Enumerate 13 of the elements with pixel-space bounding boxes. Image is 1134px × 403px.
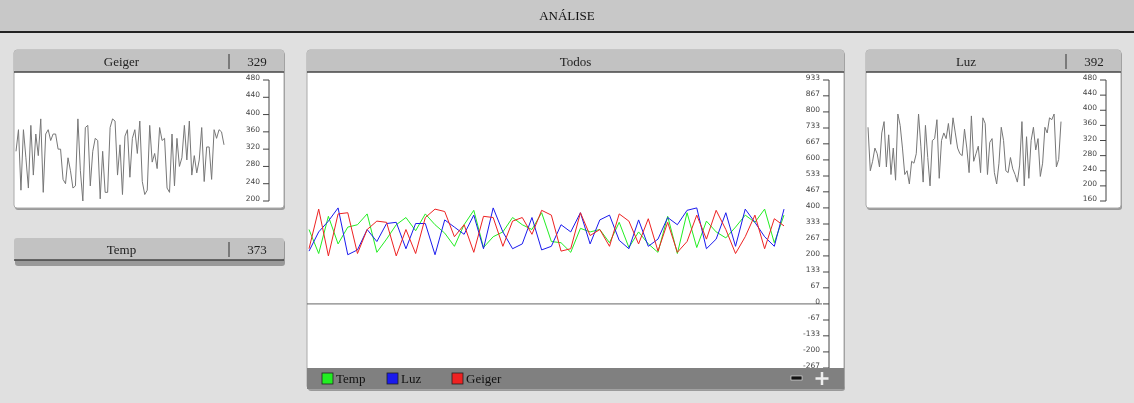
legend-label: Luz — [401, 371, 422, 386]
chart-title: Geiger — [103, 54, 140, 69]
text: 392 — [1084, 54, 1104, 69]
text: 373 — [247, 242, 267, 257]
text: Temp — [106, 242, 137, 257]
legend-label: Temp — [336, 371, 366, 386]
legend-label: Geiger — [466, 371, 503, 386]
text: ANÁLISE — [539, 8, 595, 23]
chart-title: Todos — [559, 54, 592, 69]
line-series — [867, 113, 1062, 187]
chart-title: Luz — [955, 54, 977, 69]
text: 329 — [247, 54, 267, 69]
line-series — [15, 118, 225, 202]
